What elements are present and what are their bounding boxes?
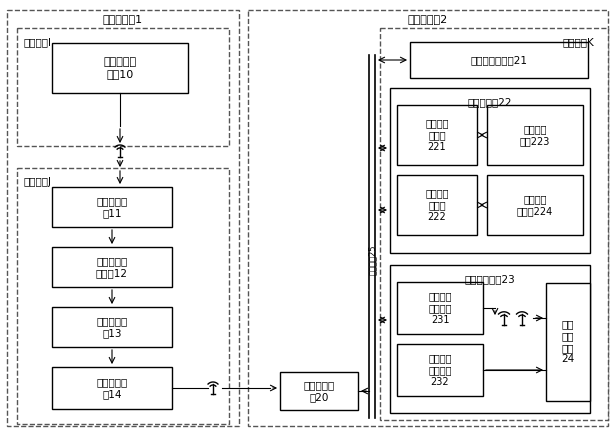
Text: 第一存储
控制器
221: 第一存储 控制器 221 [425, 118, 448, 151]
Text: 非易失性
存储器224: 非易失性 存储器224 [517, 194, 553, 216]
Text: 第一数据接
口11: 第一数据接 口11 [96, 196, 128, 218]
Bar [52, 367, 172, 409]
Text: 数据压缩模
块13: 数据压缩模 块13 [96, 316, 128, 338]
Text: 数据传输模块23: 数据传输模块23 [464, 274, 516, 284]
Text: 片上系统K: 片上系统K [562, 37, 594, 47]
Bar [487, 175, 583, 235]
Text: 存储控制器22: 存储控制器22 [468, 97, 513, 107]
Text: 数据采集端1: 数据采集端1 [103, 14, 143, 24]
Bar [410, 42, 588, 78]
Text: 图像传感器
模组10: 图像传感器 模组10 [103, 57, 137, 79]
Bar [52, 43, 188, 93]
Text: 易失性存
储器223: 易失性存 储器223 [520, 124, 550, 146]
Bar [390, 265, 590, 413]
Bar [487, 105, 583, 165]
Text: 第三数据接
口20: 第三数据接 口20 [303, 380, 334, 402]
Bar [17, 28, 229, 146]
Bar [380, 28, 608, 420]
Text: 嵌入式微处理器21: 嵌入式微处理器21 [471, 55, 527, 65]
Text: 片上系统I: 片上系统I [23, 37, 51, 47]
Bar [52, 187, 172, 227]
Text: 第二存储
控制器
222: 第二存储 控制器 222 [425, 188, 448, 222]
Bar [52, 247, 172, 287]
Text: 有线数据
传输模块
232: 有线数据 传输模块 232 [428, 353, 452, 387]
Bar [280, 372, 358, 410]
Text: 数据处理端2: 数据处理端2 [408, 14, 448, 24]
Bar [546, 283, 590, 401]
Bar [52, 307, 172, 347]
Text: 外部
运营
中心
24: 外部 运营 中心 24 [561, 319, 575, 365]
Bar [17, 168, 229, 424]
Text: 在线数据预
处理器12: 在线数据预 处理器12 [96, 256, 128, 278]
Bar [390, 88, 590, 253]
Bar [397, 282, 483, 334]
Bar [397, 105, 477, 165]
Text: 无线数据
传输模块
231: 无线数据 传输模块 231 [428, 291, 452, 325]
Text: 第二数据接
口14: 第二数据接 口14 [96, 377, 128, 399]
Text: 第一总线25: 第一总线25 [368, 245, 376, 275]
Text: 片上系统J: 片上系统J [23, 177, 51, 187]
Bar [7, 10, 239, 426]
Bar [248, 10, 608, 426]
Bar [397, 344, 483, 396]
Bar [397, 175, 477, 235]
